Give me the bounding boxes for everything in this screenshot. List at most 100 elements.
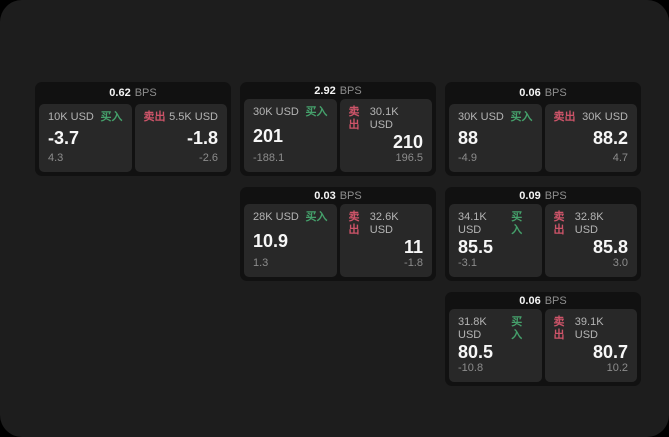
bps-header: 0.06 BPS — [445, 82, 641, 104]
buy-side-label: 买入 — [305, 211, 328, 223]
buy-panel[interactable]: 34.1K USD 买入 85.5 -3.1 — [449, 204, 542, 277]
bps-value: 0.06 — [519, 294, 541, 307]
buy-side-label: 买入 — [511, 211, 523, 236]
buy-amount: 10K USD — [48, 111, 94, 123]
sell-delta: -1.8 — [404, 257, 423, 269]
sell-price: -1.8 — [186, 128, 218, 148]
sell-delta: 4.7 — [612, 152, 628, 164]
sell-delta: 10.2 — [606, 362, 628, 374]
bps-value: 0.62 — [109, 87, 131, 99]
sell-side-label: 卖出 — [348, 106, 360, 131]
buy-panel-header: 30K USD 买入 — [458, 111, 533, 124]
quote-card-body: 30K USD 买入 88 -4.9 卖出 30K USD 88.2 4.7 — [445, 104, 641, 176]
buy-delta: -10.8 — [458, 362, 484, 374]
buy-side-label: 买入 — [305, 106, 328, 118]
cards-grid: 0.62 BPS 10K USD 买入 -3.7 4.3 卖出 5.5K USD… — [35, 82, 641, 386]
buy-price: 10.9 — [253, 230, 289, 251]
sell-price: 210 — [392, 132, 423, 152]
buy-panel-header: 10K USD 买入 — [48, 111, 123, 124]
buy-delta: 1.3 — [253, 257, 269, 269]
buy-price: 201 — [253, 125, 284, 146]
bps-unit-label: BPS — [544, 87, 567, 99]
bps-unit-label: BPS — [134, 87, 157, 99]
sell-amount: 32.6K USD — [369, 211, 399, 236]
buy-panel[interactable]: 31.8K USD 买入 80.5 -10.8 — [449, 309, 542, 382]
buy-price: 80.5 — [458, 342, 494, 362]
buy-panel[interactable]: 28K USD 买入 10.9 1.3 — [244, 204, 337, 277]
sell-delta: 3.0 — [612, 257, 628, 269]
sell-side-label: 卖出 — [143, 111, 166, 123]
sell-price: 11 — [403, 237, 423, 257]
sell-amount: 32.8K USD — [574, 211, 604, 236]
sell-panel[interactable]: 卖出 5.5K USD -1.8 -2.6 — [134, 104, 227, 172]
sell-panel-header: 卖出 32.6K USD — [349, 211, 424, 237]
bps-value: 0.06 — [519, 87, 541, 99]
buy-price: 85.5 — [458, 237, 494, 257]
buy-delta: -4.9 — [458, 152, 477, 164]
quote-card: 2.92 BPS 30K USD 买入 201 -188.1 卖出 30.1K … — [240, 82, 436, 176]
buy-side-label: 买入 — [511, 316, 523, 341]
quote-card: 0.06 BPS 30K USD 买入 88 -4.9 卖出 30K USD 8… — [445, 82, 641, 176]
sell-delta: 196.5 — [395, 152, 423, 164]
quote-card-body: 31.8K USD 买入 80.5 -10.8 卖出 39.1K USD 80.… — [445, 309, 641, 386]
buy-amount: 28K USD — [253, 211, 299, 223]
sell-side-label: 卖出 — [553, 316, 565, 341]
quote-card-body: 28K USD 买入 10.9 1.3 卖出 32.6K USD 11 -1.8 — [240, 204, 436, 281]
sell-panel-header: 卖出 30K USD — [554, 111, 629, 124]
buy-panel[interactable]: 10K USD 买入 -3.7 4.3 — [39, 104, 132, 172]
buy-side-label: 买入 — [100, 111, 123, 123]
quote-card: 0.62 BPS 10K USD 买入 -3.7 4.3 卖出 5.5K USD… — [35, 82, 231, 176]
sell-panel-header: 卖出 32.8K USD — [554, 211, 629, 237]
quote-card-body: 34.1K USD 买入 85.5 -3.1 卖出 32.8K USD 85.8… — [445, 204, 641, 281]
bps-unit-label: BPS — [544, 294, 567, 307]
sell-panel[interactable]: 卖出 32.8K USD 85.8 3.0 — [544, 204, 637, 277]
bps-value: 0.09 — [519, 189, 541, 202]
buy-panel[interactable]: 30K USD 买入 201 -188.1 — [244, 99, 337, 172]
sell-side-label: 卖出 — [553, 211, 565, 236]
sell-side-label: 卖出 — [553, 111, 576, 123]
sell-panel[interactable]: 卖出 30.1K USD 210 196.5 — [339, 99, 432, 172]
quote-card: 0.09 BPS 34.1K USD 买入 85.5 -3.1 卖出 32.8K… — [445, 187, 641, 281]
sell-panel[interactable]: 卖出 32.6K USD 11 -1.8 — [339, 204, 432, 277]
bps-unit-label: BPS — [339, 84, 362, 97]
buy-panel-header: 30K USD 买入 — [253, 106, 328, 119]
buy-side-label: 买入 — [510, 111, 533, 123]
sell-amount: 30.1K USD — [369, 106, 399, 131]
sell-amount: 30K USD — [582, 111, 628, 123]
bps-unit-label: BPS — [339, 189, 362, 202]
buy-delta: 4.3 — [48, 152, 64, 164]
bps-header: 0.06 BPS — [445, 292, 641, 309]
sell-price: 80.7 — [592, 342, 628, 362]
sell-price: 85.8 — [592, 237, 628, 257]
buy-panel-header: 28K USD 买入 — [253, 211, 328, 224]
buy-amount: 34.1K USD — [458, 211, 487, 236]
sell-amount: 39.1K USD — [574, 316, 604, 341]
buy-price: -3.7 — [48, 128, 80, 148]
sell-panel-header: 卖出 5.5K USD — [144, 111, 219, 124]
bps-header: 0.09 BPS — [445, 187, 641, 204]
buy-amount: 31.8K USD — [458, 316, 487, 341]
buy-delta: -3.1 — [458, 257, 477, 269]
bps-value: 0.03 — [314, 189, 336, 202]
buy-price: 88 — [458, 128, 479, 148]
sell-panel[interactable]: 卖出 39.1K USD 80.7 10.2 — [544, 309, 637, 382]
bps-unit-label: BPS — [544, 189, 567, 202]
buy-panel-header: 34.1K USD 买入 — [458, 211, 533, 237]
sell-side-label: 卖出 — [348, 211, 360, 236]
buy-panel-header: 31.8K USD 买入 — [458, 316, 533, 342]
sell-delta: -2.6 — [199, 152, 218, 164]
bps-header: 0.03 BPS — [240, 187, 436, 204]
quote-card: 0.06 BPS 31.8K USD 买入 80.5 -10.8 卖出 39.1… — [445, 292, 641, 386]
sell-panel-header: 卖出 30.1K USD — [349, 106, 424, 132]
buy-panel[interactable]: 30K USD 买入 88 -4.9 — [449, 104, 542, 172]
quote-card-body: 10K USD 买入 -3.7 4.3 卖出 5.5K USD -1.8 -2.… — [35, 104, 231, 176]
buy-amount: 30K USD — [253, 106, 299, 118]
quote-card-body: 30K USD 买入 201 -188.1 卖出 30.1K USD 210 1… — [240, 99, 436, 176]
buy-delta: -188.1 — [253, 152, 285, 164]
sell-panel-header: 卖出 39.1K USD — [554, 316, 629, 342]
bps-header: 0.62 BPS — [35, 82, 231, 104]
sell-panel[interactable]: 卖出 30K USD 88.2 4.7 — [544, 104, 637, 172]
buy-amount: 30K USD — [458, 111, 504, 123]
quote-card: 0.03 BPS 28K USD 买入 10.9 1.3 卖出 32.6K US… — [240, 187, 436, 281]
